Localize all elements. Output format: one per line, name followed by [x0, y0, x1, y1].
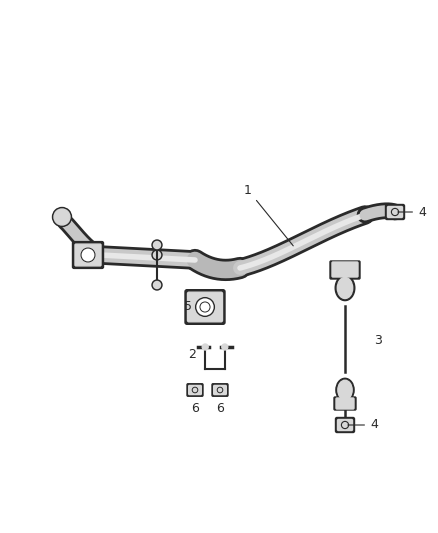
FancyBboxPatch shape [75, 244, 101, 266]
Circle shape [196, 297, 214, 317]
Text: 4: 4 [398, 206, 426, 219]
Circle shape [152, 250, 162, 260]
Text: 3: 3 [374, 334, 382, 346]
FancyBboxPatch shape [336, 417, 354, 432]
FancyBboxPatch shape [189, 385, 201, 394]
Text: 6: 6 [216, 401, 224, 415]
Circle shape [222, 344, 228, 350]
FancyBboxPatch shape [187, 384, 203, 396]
FancyBboxPatch shape [212, 384, 228, 396]
Ellipse shape [335, 276, 355, 301]
FancyBboxPatch shape [214, 385, 226, 394]
FancyBboxPatch shape [385, 205, 405, 220]
FancyBboxPatch shape [388, 206, 403, 217]
Ellipse shape [337, 278, 353, 298]
Circle shape [153, 252, 160, 259]
FancyBboxPatch shape [334, 397, 356, 410]
FancyBboxPatch shape [187, 292, 223, 322]
FancyBboxPatch shape [338, 419, 353, 431]
Text: 4: 4 [348, 418, 378, 432]
Circle shape [152, 280, 162, 290]
Circle shape [81, 248, 95, 262]
Circle shape [53, 207, 71, 227]
Circle shape [202, 344, 208, 350]
Ellipse shape [338, 380, 352, 400]
FancyBboxPatch shape [330, 261, 360, 279]
FancyBboxPatch shape [332, 262, 358, 277]
Circle shape [153, 241, 160, 248]
Text: 6: 6 [191, 401, 199, 415]
FancyBboxPatch shape [185, 290, 225, 324]
Text: 1: 1 [244, 183, 293, 246]
Ellipse shape [336, 378, 354, 402]
Circle shape [152, 240, 162, 250]
Text: 2: 2 [188, 349, 196, 361]
FancyBboxPatch shape [73, 241, 103, 269]
Text: 5: 5 [184, 301, 192, 313]
Circle shape [153, 281, 160, 288]
FancyBboxPatch shape [336, 398, 354, 409]
Circle shape [54, 209, 70, 225]
